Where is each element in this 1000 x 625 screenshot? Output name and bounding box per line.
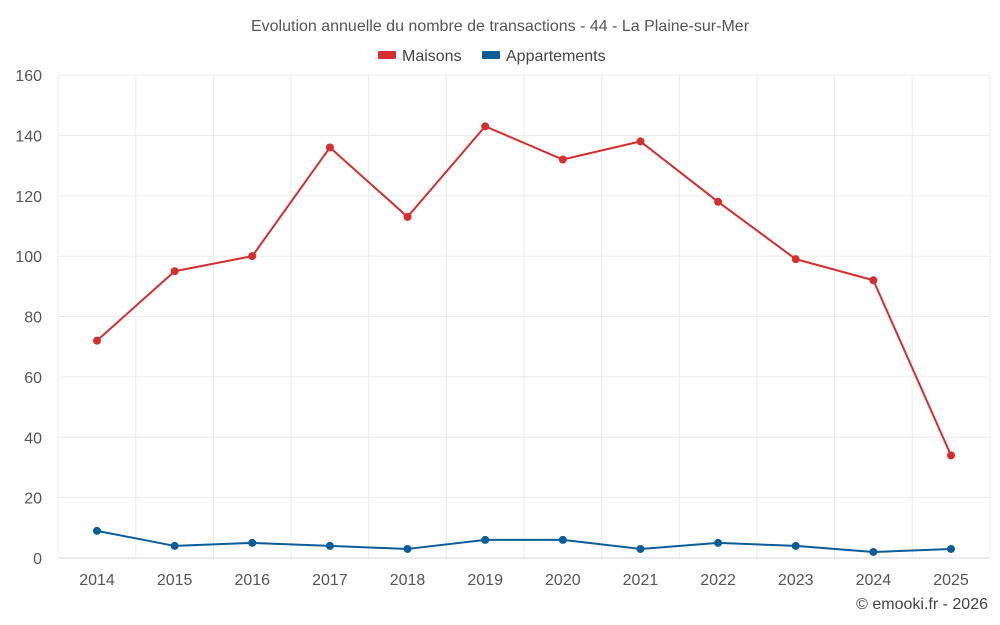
data-point-maisons-2024[interactable]: Maisons 2024: 92 [869, 276, 878, 285]
y-tick-label: 120 [15, 189, 42, 206]
x-gridlines [57, 75, 991, 558]
data-point-appartements-2020[interactable]: Appartements 2020: 6 [558, 535, 567, 544]
data-point-maisons-2015[interactable]: Maisons 2015: 95 [170, 267, 179, 276]
y-tick-label: 80 [24, 310, 42, 327]
data-point-maisons-2025[interactable]: Maisons 2025: 34 [947, 451, 955, 460]
legend-item-appartements[interactable]: Appartements [482, 48, 606, 65]
y-axis-labels: 0 20 40 60 80 100 120 140 160 [15, 68, 42, 568]
data-point-appartements-2024[interactable]: Appartements 2024: 2 [869, 547, 878, 556]
data-point-maisons-2014[interactable]: Maisons 2014: 72 [93, 336, 101, 345]
data-point-appartements-2021[interactable]: Appartements 2021: 3 [636, 544, 645, 553]
y-tick-label: 140 [15, 128, 42, 145]
data-point-appartements-2018[interactable]: Appartements 2018: 3 [403, 544, 412, 553]
data-point-appartements-2025[interactable]: Appartements 2025: 3 [947, 544, 955, 553]
series-line-appartements [96, 529, 952, 553]
x-tick-label-2020: 2020 [545, 572, 581, 589]
data-point-maisons-2022[interactable]: Maisons 2022: 118 [714, 197, 723, 206]
data-point-maisons-2023[interactable]: Maisons 2023: 99 [791, 255, 800, 264]
x-axis-labels: 2014 2015 2016 2017 2018 2019 2020 2021 2022 2023… [79, 572, 969, 589]
y-tick-label: 100 [15, 249, 42, 266]
data-point-appartements-2023[interactable]: Appartements 2023: 4 [791, 541, 800, 550]
data-point-maisons-2020[interactable]: Maisons 2020: 132 [558, 155, 567, 164]
data-point-maisons-2019[interactable]: Maisons 2019: 143 [481, 122, 490, 131]
data-point-appartements-2016[interactable]: Appartements 2016: 5 [248, 538, 257, 547]
x-tick-label-2022: 2022 [700, 572, 736, 589]
data-point-appartements-2014[interactable]: Appartements 2014: 9 [93, 526, 101, 535]
x-tick-label-2014: 2014 [79, 572, 115, 589]
data-point-appartements-2022[interactable]: Appartements 2022: 5 [714, 538, 723, 547]
x-tick-label-2018: 2018 [390, 572, 426, 589]
x-tick-label-2024: 2024 [856, 572, 892, 589]
data-point-appartements-2017[interactable]: Appartements 2017: 4 [325, 541, 334, 550]
series-appartements: Appartements 2014: 9 Appartements 2015: 4… [93, 526, 955, 556]
x-tick-label-2016: 2016 [234, 572, 270, 589]
x-tick-label-2025: 2025 [933, 572, 969, 589]
y-tick-label: 160 [15, 68, 42, 85]
data-point-maisons-2018[interactable]: Maisons 2018: 113 [403, 212, 412, 221]
legend-swatch-maisons [378, 51, 396, 59]
series-maisons: Maisons 2014: 72 Maisons 2015: 95 Maisons … [93, 122, 955, 460]
credit-text: © emooki.fr - 2026 [856, 596, 988, 613]
y-tick-label: 20 [24, 491, 42, 508]
legend-item-maisons[interactable]: Maisons [378, 48, 462, 65]
data-point-appartements-2019[interactable]: Appartements 2019: 6 [481, 535, 490, 544]
y-tick-label: 40 [24, 430, 42, 447]
legend-swatch-appartements [482, 51, 500, 59]
x-tick-label-2015: 2015 [157, 572, 193, 589]
data-point-maisons-2017[interactable]: Maisons 2017: 136 [325, 143, 334, 152]
x-tick-label-2017: 2017 [312, 572, 348, 589]
y-tick-label: 60 [24, 370, 42, 387]
legend-label-maisons: Maisons [402, 48, 462, 65]
x-tick-label-2021: 2021 [623, 572, 659, 589]
y-tick-label: 0 [33, 551, 42, 568]
chart-title: Evolution annuelle du nombre de transact… [251, 18, 750, 35]
legend-label-appartements: Appartements [506, 48, 606, 65]
data-point-maisons-2016[interactable]: Maisons 2016: 100 [248, 252, 257, 261]
series-line-maisons [96, 125, 952, 456]
x-tick-label-2019: 2019 [467, 572, 503, 589]
data-point-appartements-2015[interactable]: Appartements 2015: 4 [170, 541, 179, 550]
x-tick-label-2023: 2023 [778, 572, 814, 589]
series-layer: Maisons 2014: 72 Maisons 2015: 95 Maisons … [93, 122, 955, 556]
legend: Maisons Appartements [378, 48, 606, 65]
data-point-maisons-2021[interactable]: Maisons 2021: 138 [636, 137, 645, 146]
